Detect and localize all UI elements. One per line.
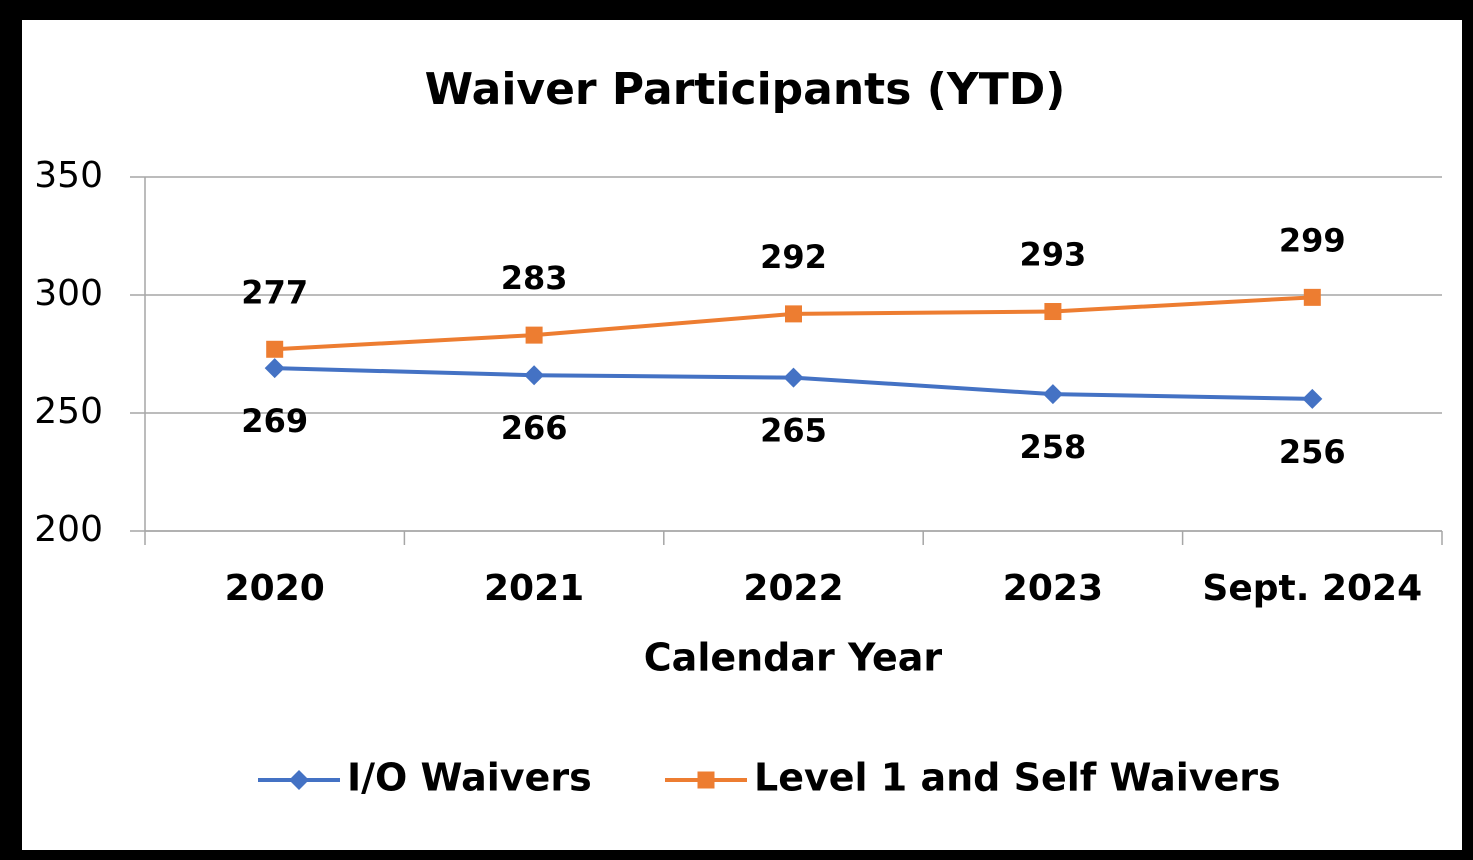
data-label: 269 [241, 402, 308, 440]
data-label: 258 [1020, 428, 1087, 466]
data-point [525, 326, 543, 344]
chart-title: Waiver Participants (YTD) [425, 64, 1066, 115]
legend-label: Level 1 and Self Waivers [754, 756, 1281, 800]
x-axis-label: Calendar Year [644, 636, 943, 680]
data-label: 299 [1279, 221, 1346, 259]
data-label: 265 [760, 412, 827, 450]
data-point [785, 305, 802, 323]
data-point [1044, 303, 1062, 321]
x-tick-label: 2022 [743, 568, 843, 609]
data-label: 293 [1020, 236, 1087, 274]
y-tick-label: 200 [34, 509, 103, 550]
x-tick-label: Sept. 2024 [1202, 568, 1422, 609]
x-tick-label: 2021 [484, 568, 584, 609]
data-label: 277 [241, 273, 308, 311]
legend-marker [289, 770, 309, 790]
y-tick-label: 300 [34, 273, 103, 314]
data-point [1302, 388, 1323, 409]
data-label: 292 [760, 238, 827, 276]
y-tick-label: 350 [34, 155, 103, 196]
data-point [783, 367, 804, 388]
data-point [524, 365, 545, 386]
data-point [266, 340, 284, 358]
data-point [1303, 288, 1321, 306]
legend-label: I/O Waivers [347, 756, 592, 800]
y-tick-label: 250 [34, 391, 103, 432]
data-label: 256 [1279, 433, 1346, 471]
data-label: 283 [501, 259, 568, 297]
data-label: 266 [501, 409, 568, 447]
data-point [264, 358, 285, 379]
data-point [1042, 384, 1063, 405]
chart-area [22, 20, 1462, 850]
legend-marker [697, 771, 715, 789]
x-tick-label: 2020 [225, 568, 325, 609]
x-tick-label: 2023 [1003, 568, 1103, 609]
